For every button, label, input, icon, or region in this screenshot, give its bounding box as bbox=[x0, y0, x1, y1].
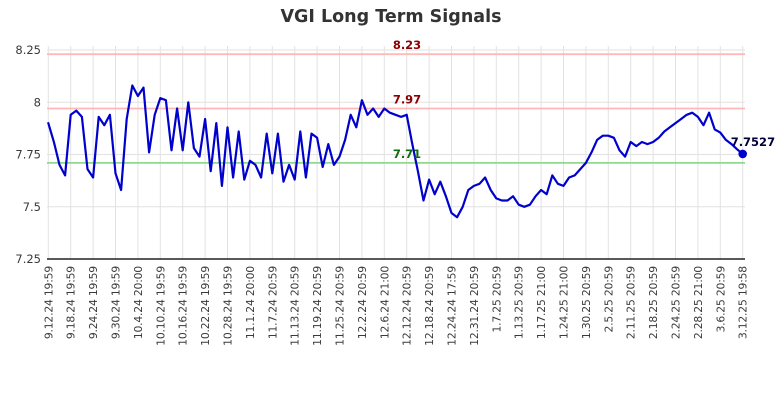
x-tick-label: 10.10.24 19:59 bbox=[154, 266, 167, 346]
x-tick-label: 12.2.24 20:59 bbox=[356, 266, 369, 339]
x-tick-label: 12.24.24 17:59 bbox=[446, 266, 459, 346]
x-tick-label: 3.6.25 20:59 bbox=[714, 266, 727, 333]
x-tick-label: 11.7.24 20:59 bbox=[266, 266, 279, 339]
x-tick-label: 12.12.24 20:59 bbox=[401, 266, 414, 346]
y-tick-label: 7.5 bbox=[23, 200, 41, 214]
x-tick-label: 1.13.25 20:59 bbox=[513, 266, 526, 339]
x-tick-label: 9.24.24 19:59 bbox=[87, 266, 100, 339]
last-point-dot bbox=[738, 149, 747, 159]
x-tick-label: 11.19.24 20:59 bbox=[311, 266, 324, 346]
x-tick-label: 9.18.24 19:59 bbox=[65, 266, 78, 339]
x-tick-label: 12.6.24 21:00 bbox=[378, 266, 391, 339]
x-tick-label: 9.12.24 19:59 bbox=[42, 266, 55, 339]
x-tick-label: 3.12.25 19:58 bbox=[737, 266, 750, 339]
x-tick-label: 12.31.24 20:59 bbox=[468, 266, 481, 346]
y-tick-label: 8.25 bbox=[15, 43, 41, 57]
x-tick-label: 10.28.24 19:59 bbox=[222, 266, 235, 346]
y-tick-label: 8 bbox=[34, 95, 41, 109]
x-tick-label: 11.25.24 20:59 bbox=[334, 266, 347, 346]
x-tick-label: 11.1.24 20:00 bbox=[244, 266, 257, 339]
x-tick-label: 10.16.24 19:59 bbox=[177, 266, 190, 346]
x-tick-label: 1.17.25 21:00 bbox=[535, 266, 548, 339]
x-tick-label: 1.24.25 21:00 bbox=[558, 266, 571, 339]
reference-line-label: 7.71 bbox=[393, 147, 421, 161]
x-tick-label: 2.24.25 20:59 bbox=[670, 266, 683, 339]
x-tick-label: 2.11.25 20:59 bbox=[625, 266, 638, 339]
x-tick-label: 10.22.24 19:59 bbox=[199, 266, 212, 346]
reference-line-label: 8.23 bbox=[393, 38, 421, 52]
y-tick-label: 7.25 bbox=[15, 252, 41, 266]
price-line bbox=[47, 84, 744, 219]
x-tick-label: 1.7.25 20:59 bbox=[490, 266, 503, 333]
x-tick-label: 10.4.24 20:00 bbox=[132, 266, 145, 339]
x-tick-label: 2.28.25 21:00 bbox=[692, 266, 705, 339]
x-tick-label: 9.30.24 19:59 bbox=[110, 266, 123, 339]
x-tick-label: 2.18.25 20:59 bbox=[647, 266, 660, 339]
chart-title: VGI Long Term Signals bbox=[280, 7, 501, 27]
y-tick-label: 7.75 bbox=[15, 148, 41, 162]
reference-line-label: 7.97 bbox=[393, 93, 421, 107]
x-tick-label: 1.30.25 20:59 bbox=[580, 266, 593, 339]
x-tick-label: 11.13.24 20:59 bbox=[289, 266, 302, 346]
x-tick-label: 12.18.24 20:59 bbox=[423, 266, 436, 346]
last-value-label: 7.7527 bbox=[731, 135, 775, 149]
x-tick-label: 2.5.25 20:59 bbox=[602, 266, 615, 333]
